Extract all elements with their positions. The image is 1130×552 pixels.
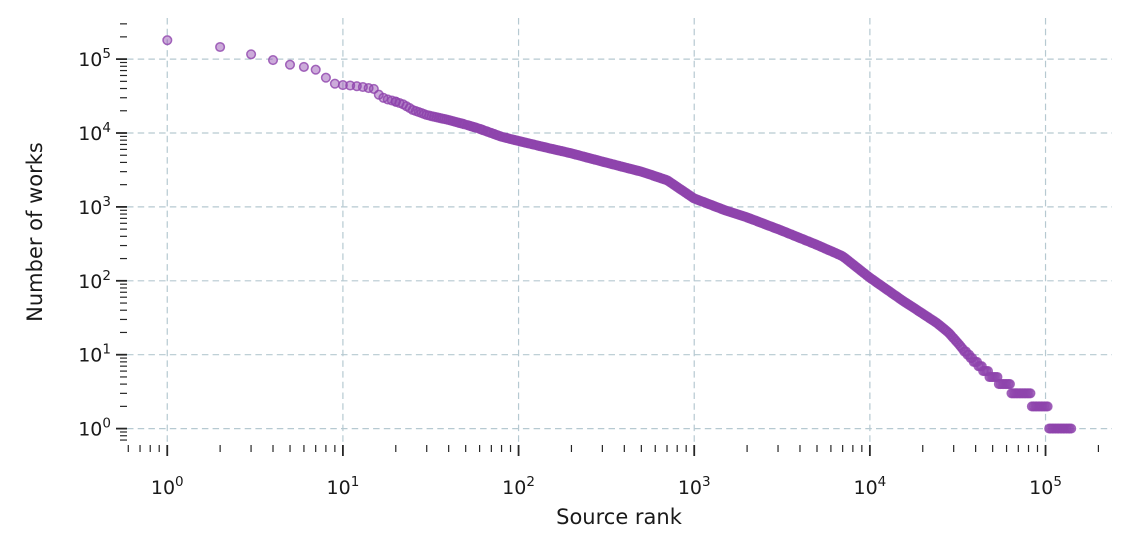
y-tick-label: 104 <box>78 120 111 145</box>
y-axis-label: Number of works <box>23 142 47 322</box>
data-point <box>246 49 257 60</box>
tick-labels-layer: 100 101 102 103 104 105 100 101 102 103 104 105 <box>78 46 1062 499</box>
x-tick-label: 103 <box>678 474 711 499</box>
gridlines-layer <box>127 18 1112 445</box>
data-point <box>284 59 296 70</box>
x-tick-label: 100 <box>151 474 184 499</box>
x-tick-label: 105 <box>1029 474 1062 499</box>
x-tick-label: 104 <box>853 474 886 499</box>
data-point <box>1025 388 1036 399</box>
x-axis-label: Source rank <box>556 505 683 529</box>
data-point <box>267 55 279 66</box>
scatter-points-layer <box>162 35 1077 434</box>
y-tick-label: 105 <box>78 46 111 71</box>
ticks-layer <box>116 23 1100 456</box>
x-tick-label: 102 <box>502 474 535 499</box>
data-point <box>215 41 226 53</box>
data-point <box>337 80 348 91</box>
data-point <box>162 35 173 46</box>
data-point <box>1066 423 1077 434</box>
data-point <box>1004 379 1015 390</box>
data-point <box>1042 401 1053 412</box>
x-tick-label: 101 <box>327 474 360 499</box>
data-point <box>310 64 321 75</box>
data-point <box>298 61 309 72</box>
y-tick-label: 103 <box>78 194 111 219</box>
y-tick-label: 102 <box>78 268 111 293</box>
y-tick-label: 100 <box>78 416 111 441</box>
data-point <box>329 78 340 89</box>
data-point <box>320 72 331 83</box>
y-tick-label: 101 <box>78 342 111 367</box>
